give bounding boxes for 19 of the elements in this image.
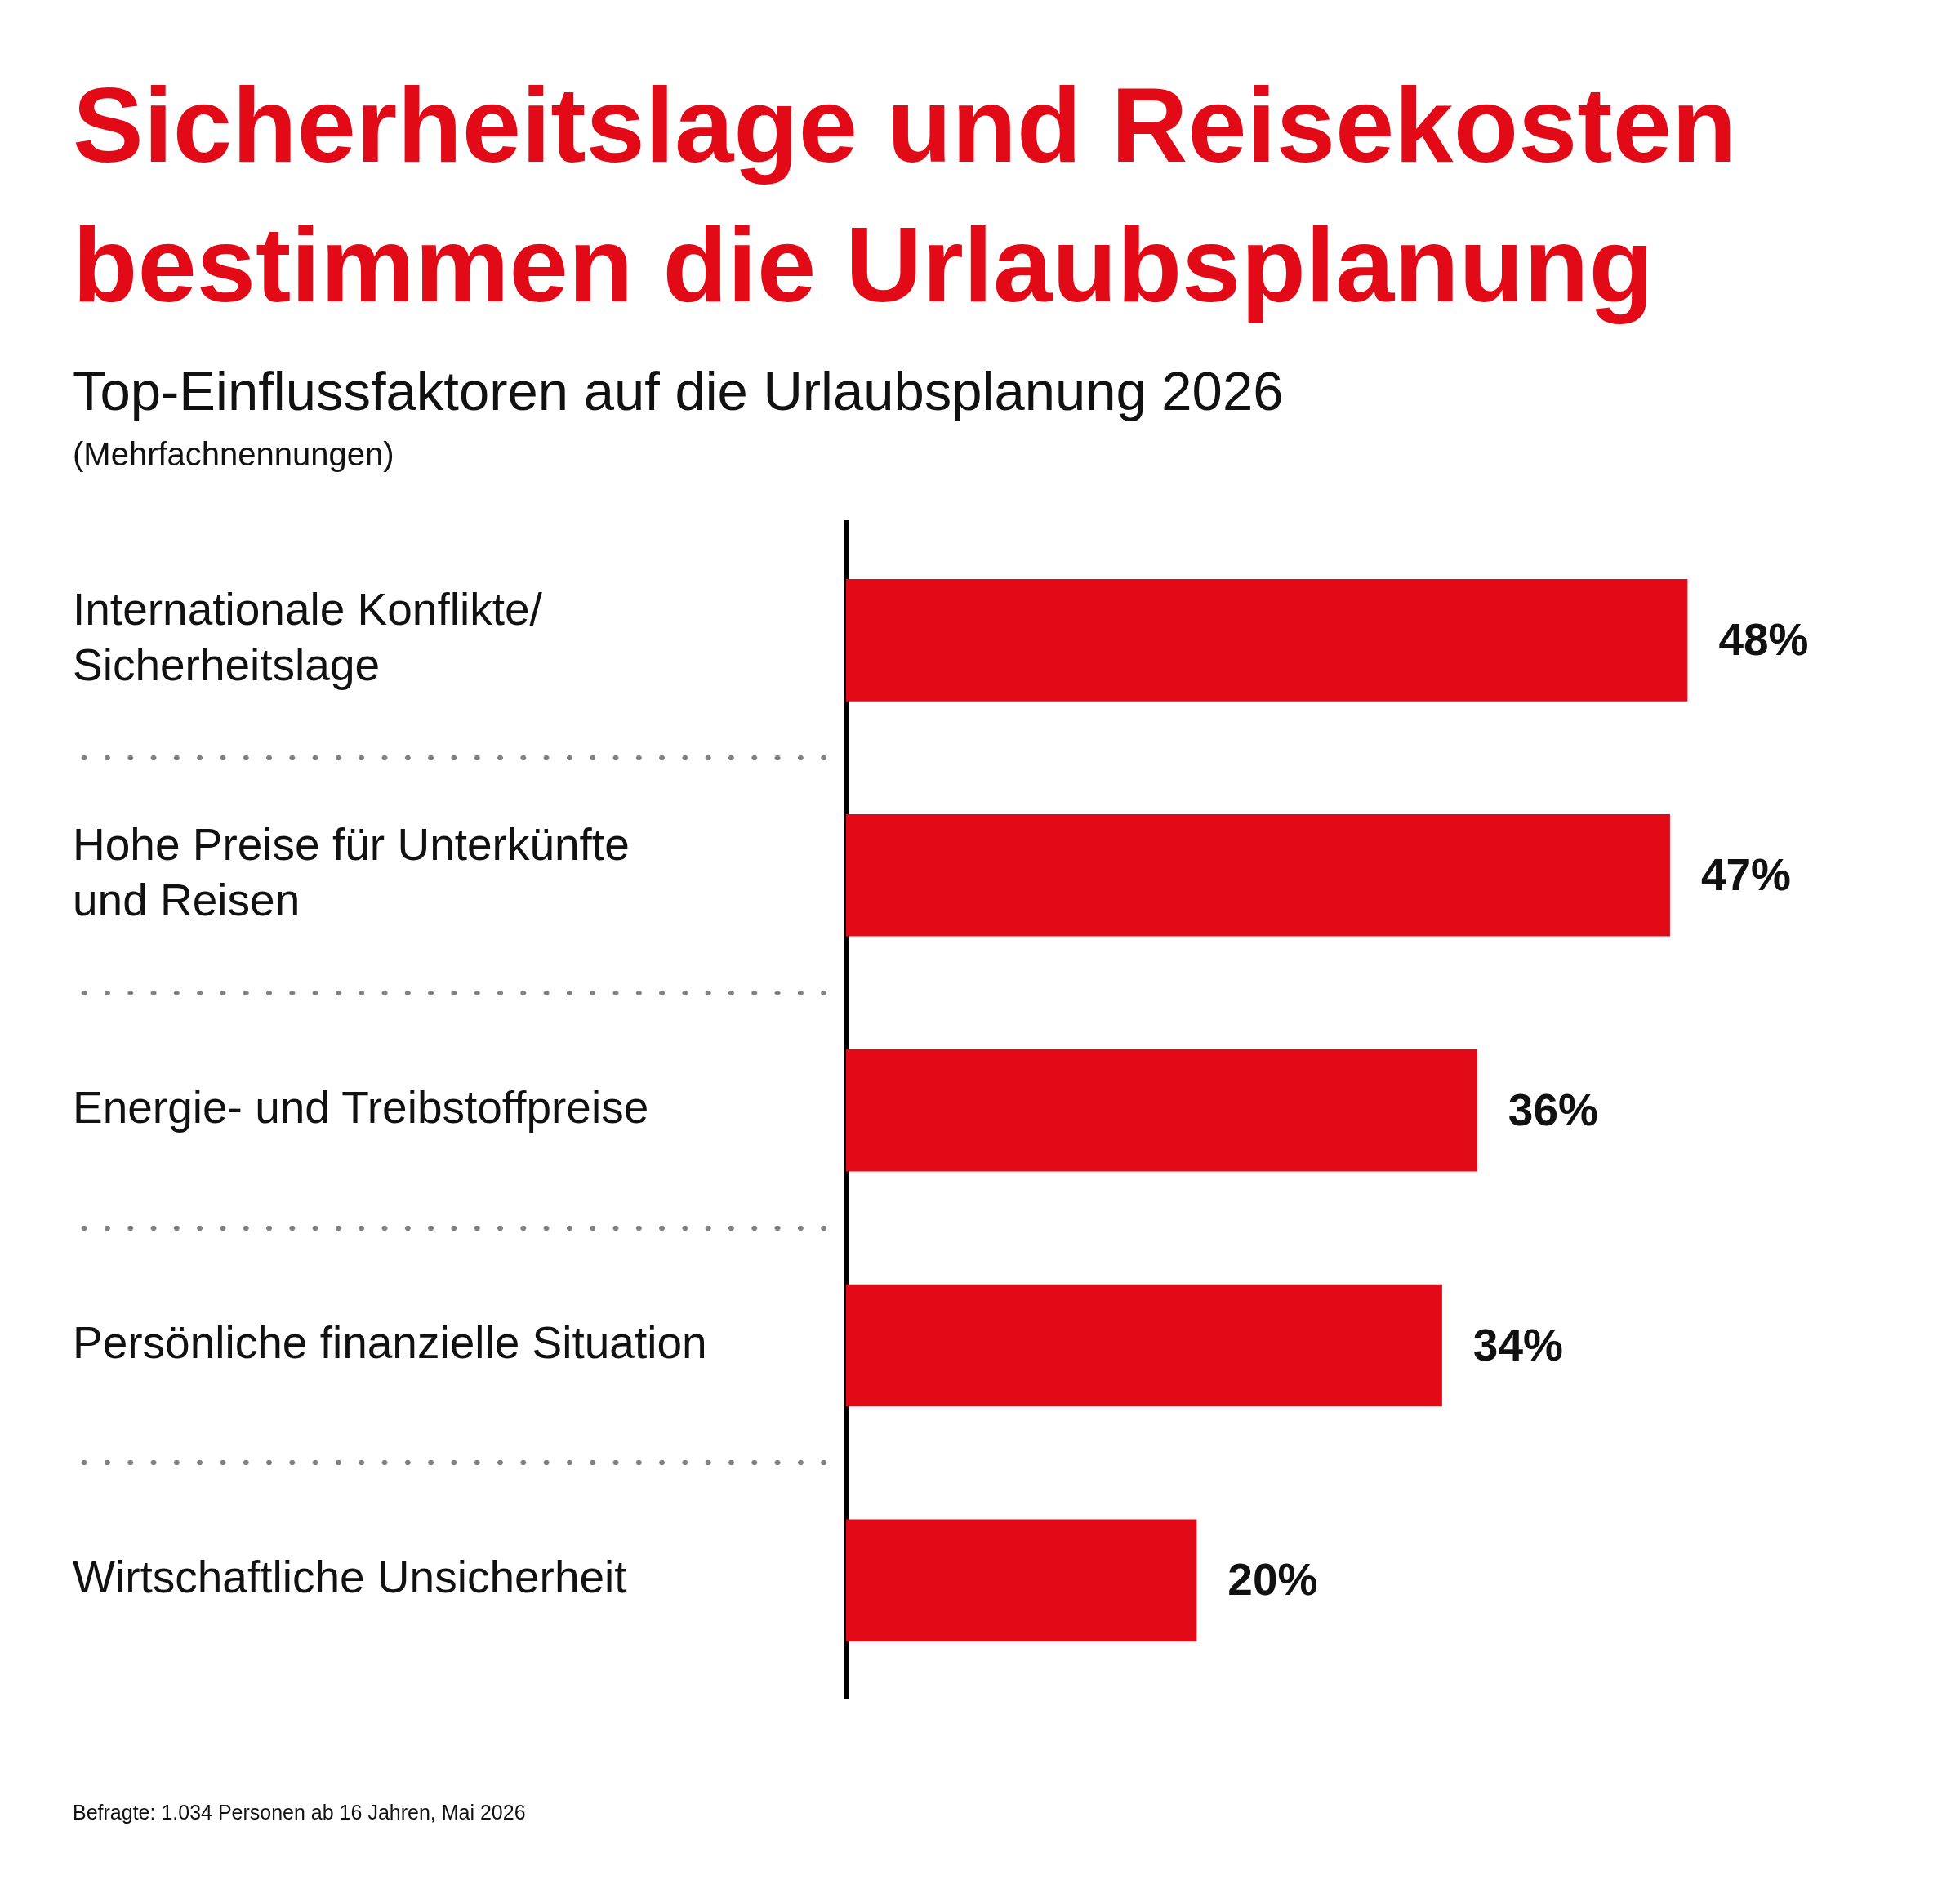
bar <box>846 1519 1197 1642</box>
text: (Mehrfachnennungen) <box>73 435 394 474</box>
y-tick-label: Energie- und Treibstoffpreise <box>73 1081 649 1133</box>
bar <box>846 579 1688 702</box>
data-label: 34% <box>1472 1319 1563 1370</box>
data-label: 47% <box>1700 849 1792 900</box>
y-tick-label: Wirtschaftliche Unsicherheit <box>73 1552 627 1603</box>
data-label: 20% <box>1227 1554 1318 1606</box>
bar <box>846 1284 1442 1407</box>
text: Befragte: 1.034 Personen ab 16 Jahren, Mai 2026 <box>73 1800 526 1825</box>
data-label: 36% <box>1508 1084 1598 1135</box>
y-tick-label: Persönliche finanzielle Situation <box>73 1316 707 1368</box>
chart-title: Sicherheitslage und Reisekosten bestimmen die Urlaubsplanung <box>73 65 1738 326</box>
bar <box>846 813 1670 937</box>
data-label: 48% <box>1718 614 1809 666</box>
chart-subtitle: Top-Einflussfaktoren auf die Urlaubsplanung 2026 <box>73 359 1284 423</box>
y-tick-label: Hohe Preise für Unterkünfte und Reisen <box>73 818 630 926</box>
y-tick-label: Internationale Konflikte/ Sicherheitslage <box>73 583 543 691</box>
bar <box>846 1049 1477 1172</box>
